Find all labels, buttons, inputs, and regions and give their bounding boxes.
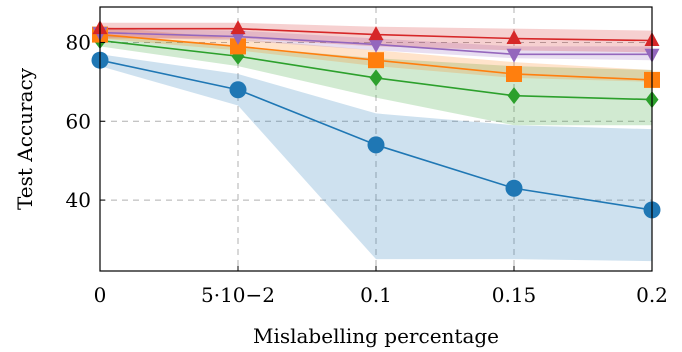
- series-4-point: [506, 30, 522, 45]
- tick-labels: 0 5·10−2 0.1 0.15 0.2 40 60 80: [66, 30, 668, 307]
- series-2-point: [368, 52, 384, 69]
- series-3-point: [230, 31, 246, 46]
- series-2-point: [506, 65, 522, 82]
- series-1-point: [369, 69, 383, 87]
- series-0-point: [229, 81, 247, 99]
- y-axis-title: Test Accuracy: [13, 67, 37, 210]
- series-markers: [91, 20, 661, 219]
- series-1-point: [507, 87, 521, 105]
- series-0-band: [100, 54, 652, 262]
- series-4-point: [230, 20, 246, 35]
- x-tick-label: 0.2: [636, 283, 668, 307]
- series-3-point: [506, 48, 522, 63]
- x-tick-label: 0.1: [360, 283, 392, 307]
- x-tick-label: 0.15: [492, 283, 537, 307]
- y-tick-label: 80: [66, 30, 91, 54]
- y-tick-label: 40: [66, 188, 91, 212]
- axis-ticks: [99, 41, 653, 271]
- y-tick-label: 60: [66, 109, 91, 133]
- x-tick-label: 0: [94, 283, 107, 307]
- series-0-point: [505, 179, 523, 197]
- series-3-point: [368, 38, 384, 53]
- series-4-point: [368, 26, 384, 41]
- series-0-point: [367, 136, 385, 154]
- x-tick-label: 5·10−2: [201, 283, 275, 307]
- series-2-point: [230, 38, 246, 55]
- x-axis-title: Mislabelling percentage: [253, 324, 499, 348]
